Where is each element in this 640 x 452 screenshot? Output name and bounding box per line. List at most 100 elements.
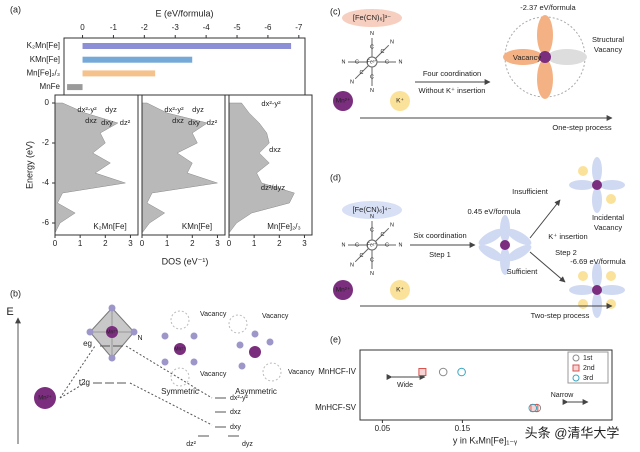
- category-label: MnFe: [40, 82, 61, 91]
- x-tick-label: 2: [277, 239, 282, 248]
- atom-label: C: [360, 253, 364, 259]
- bar: [82, 43, 292, 49]
- orbital-label: dxy: [101, 118, 113, 127]
- legend-k: [390, 280, 410, 300]
- category-label: Mn[Fe]₂/₃: [27, 69, 60, 78]
- x-tick-label: 0: [227, 239, 232, 248]
- arrow: [529, 251, 566, 283]
- legend-label: 3rd: [583, 375, 593, 382]
- x-tick-label: 2: [190, 239, 195, 248]
- panel-title: Mn[Fe]₂/₃: [267, 222, 300, 231]
- ion: [592, 285, 602, 295]
- watermark: 头条 @清华大学: [525, 425, 620, 440]
- plot-frame: [54, 94, 139, 236]
- ligand-label: N: [137, 335, 142, 342]
- axis-title: E (eV/formula): [155, 8, 213, 18]
- step-label: Without K⁺ insertion: [419, 86, 486, 95]
- bar: [67, 84, 83, 91]
- panel-label: (b): [10, 288, 21, 298]
- x-tick-label: 0: [80, 23, 85, 32]
- legend-swatch: [572, 374, 580, 382]
- vacancy-label: Incidental: [592, 213, 624, 222]
- dos-area: [141, 102, 218, 234]
- process-label: Two-step process: [531, 311, 590, 320]
- axis-title: y in KₓMn[Fe]₁₋ᵧ: [453, 435, 517, 445]
- point: [528, 403, 538, 413]
- atom-label: C: [370, 227, 374, 233]
- legend-frame: [567, 351, 609, 384]
- orbital-label: dx²-y²: [77, 105, 97, 114]
- x-tick-label: 2: [103, 239, 108, 248]
- step-label: K⁺ insertion: [548, 232, 587, 241]
- plot-frame: [359, 349, 613, 421]
- k-ions: [578, 166, 616, 309]
- legend-label: 2nd: [583, 365, 595, 372]
- orbital-label: dxz: [172, 116, 184, 125]
- panel-label: (c): [330, 6, 341, 16]
- orbital-label: dxz: [269, 145, 281, 154]
- x-tick-label: 1: [252, 239, 257, 248]
- atom-label: Fe³⁺: [367, 59, 378, 65]
- legend-swatch: [572, 364, 580, 372]
- atom-label: C: [381, 232, 385, 238]
- y-tick-label: -2: [42, 138, 50, 147]
- process-label: One-step process: [552, 123, 611, 132]
- vacancy-label: Vacancy: [262, 313, 289, 320]
- plot-frame: [141, 94, 226, 236]
- vacancy-label: Vacancy: [200, 311, 227, 318]
- bar: [82, 70, 156, 77]
- x-tick-label: 0.05: [375, 424, 391, 433]
- annotation: Wide: [397, 382, 413, 389]
- plot-frame: [228, 94, 313, 236]
- panel-title: KMn[Fe]: [182, 222, 212, 231]
- complex-label: Symmetric: [161, 387, 199, 396]
- energy-label: -2.37 eV/formula: [520, 3, 576, 12]
- vacancy-label: Vacancy: [594, 223, 622, 232]
- panel-label: (d): [330, 172, 341, 182]
- annotation: Narrow: [551, 392, 575, 399]
- arrow: [529, 199, 561, 239]
- legend-label: 1st: [583, 355, 592, 362]
- atom-label: C: [370, 257, 374, 263]
- ion-label: Mn²⁺: [106, 329, 118, 335]
- point: [457, 367, 466, 377]
- complex-label: [Fe(CN)₆]⁴⁻: [353, 205, 392, 214]
- atom-label: N: [370, 31, 374, 37]
- legend-label: K⁺: [396, 287, 404, 294]
- x-tick-label: 3: [302, 239, 307, 248]
- atom-label: N: [370, 271, 374, 277]
- atom-label: C: [360, 70, 364, 76]
- category-label: MnHCF-IV: [318, 367, 356, 376]
- y-tick-label: -6: [42, 218, 50, 227]
- ion: [539, 51, 551, 63]
- ligands: [86, 304, 274, 370]
- atom-label: Fe²⁺: [367, 242, 378, 248]
- atom-label: N: [350, 79, 354, 85]
- dos-area: [228, 102, 295, 234]
- step-label: Insufficient: [512, 187, 549, 196]
- x-tick-label: -5: [233, 23, 241, 32]
- x-tick-label: 1: [78, 239, 83, 248]
- level-label: eg: [83, 339, 92, 348]
- x-tick-label: 0: [53, 239, 58, 248]
- ion-label: Mn²⁺: [174, 346, 186, 352]
- atom-label: C: [381, 49, 385, 55]
- structural-vacancy: [547, 49, 587, 65]
- legend-swatch: [572, 354, 580, 362]
- bar: [82, 56, 193, 63]
- vacancy-site: [228, 314, 248, 334]
- x-tick-label: -6: [264, 23, 272, 32]
- petals: [478, 215, 532, 275]
- category-label: K₂Mn[Fe]: [27, 41, 60, 50]
- energy-label: 0.45 eV/formula: [468, 207, 522, 216]
- atom-label: C: [370, 74, 374, 80]
- orbital-label: dxz: [230, 409, 241, 416]
- vacancy-label: Vacancy: [288, 369, 315, 376]
- orbital-label: dxy: [188, 118, 200, 127]
- point: [438, 367, 448, 377]
- orbital-label: dxy: [230, 424, 241, 431]
- dos-area: [54, 102, 126, 234]
- ion: [106, 326, 118, 338]
- step-label: Four coordination: [423, 69, 481, 78]
